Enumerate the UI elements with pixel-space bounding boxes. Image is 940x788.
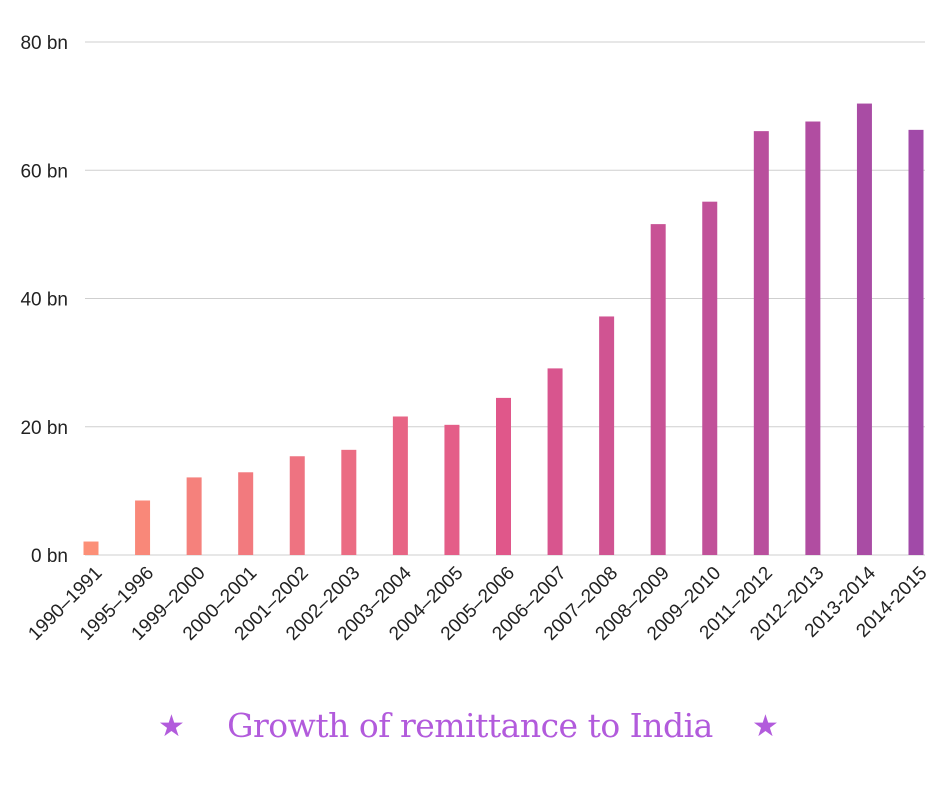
y-axis-tick-labels: 0 bn 20 bn 40 bn 60 bn 80 bn — [20, 33, 68, 567]
bar — [599, 316, 615, 555]
y-tick-label: 40 bn — [20, 290, 68, 311]
bar — [83, 541, 99, 555]
bar — [444, 424, 460, 555]
bar — [135, 500, 151, 555]
bar — [186, 477, 202, 555]
gridlines — [85, 41, 925, 556]
y-tick-label: 60 bn — [20, 161, 68, 182]
bars — [83, 103, 924, 556]
bar — [289, 456, 305, 555]
bar — [753, 131, 769, 556]
bar — [805, 121, 821, 555]
bar — [547, 368, 563, 555]
y-tick-label: 80 bn — [20, 33, 68, 54]
y-tick-label: 0 bn — [31, 546, 68, 567]
y-tick-label: 20 bn — [20, 418, 68, 439]
bar — [238, 472, 254, 555]
bar — [908, 129, 924, 555]
bar — [496, 397, 511, 555]
chart-title: Growth of remittance to India — [227, 706, 713, 745]
bar — [856, 103, 872, 555]
bar — [341, 449, 357, 555]
x-axis-tick-labels: 1990–19911995–19961999–20002000–20012001… — [24, 562, 931, 644]
bar — [392, 416, 408, 555]
bar-chart: 0 bn 20 bn 40 bn 60 bn 80 bn 1990–19911995–1… — [20, 33, 931, 645]
star-icon: ★ — [752, 709, 779, 744]
bar — [702, 201, 718, 555]
star-icon: ★ — [158, 709, 185, 744]
chart-title-row: ★ Growth of remittance to India ★ — [0, 700, 940, 760]
bar — [650, 224, 666, 556]
